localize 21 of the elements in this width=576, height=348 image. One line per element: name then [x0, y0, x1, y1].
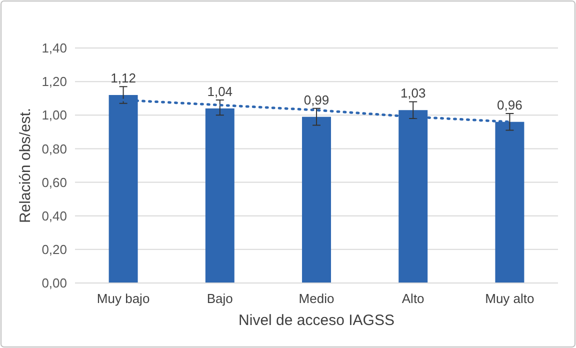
y-tick-label: 0,60 [42, 174, 67, 190]
x-tick-label: Bajo [206, 291, 233, 306]
y-axis-title: Relación obs/est. [17, 108, 34, 224]
y-tick-label: 0,20 [42, 242, 67, 257]
x-axis-title: Nivel de acceso IAGSS [238, 312, 394, 329]
data-label: 1,12 [110, 70, 136, 86]
data-label: 1,03 [400, 86, 426, 101]
y-tick-label: 1,00 [42, 108, 67, 123]
y-tick-label: 1,20 [42, 74, 67, 90]
bar [302, 116, 331, 283]
x-tick-label: Muy bajo [96, 291, 150, 306]
data-label: 0,99 [304, 92, 330, 108]
y-tick-label: 0,80 [42, 141, 67, 156]
y-tick-label: 0,00 [42, 276, 67, 291]
x-tick-label: Alto [402, 291, 424, 306]
x-tick-label: Medio [298, 291, 334, 306]
y-tick-label: 0,40 [42, 208, 67, 224]
x-tick-label: Muy alto [485, 291, 534, 306]
y-tick-label: 1,40 [42, 40, 67, 56]
data-label: 0,96 [497, 97, 522, 112]
data-label: 1,04 [207, 84, 233, 100]
